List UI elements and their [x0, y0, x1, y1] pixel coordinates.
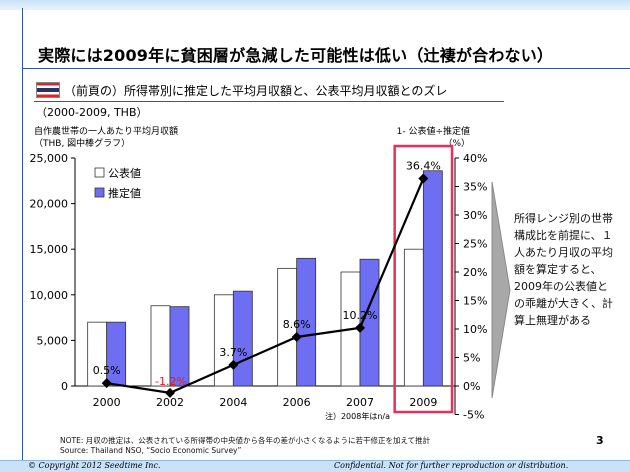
bar-estimated — [296, 257, 317, 387]
bar-estimated — [169, 306, 190, 387]
gap-data-label: 3.7% — [219, 346, 247, 359]
legend-swatch — [94, 167, 105, 178]
slide-title: 実際には2009年に貧困層が急減した可能性は低い（辻褄が合わない） — [38, 46, 554, 65]
left-axis-tick-label: 25,000 — [30, 152, 69, 165]
gap-line — [106, 178, 425, 394]
title-divider — [22, 68, 630, 69]
x-axis-tick-label: 2007 — [346, 396, 374, 409]
chart-period-note: （2000-2009, THB） — [36, 106, 148, 119]
gap-point — [165, 387, 175, 398]
x-axis-tick-label: 2006 — [283, 396, 311, 409]
left-rule — [22, 8, 23, 462]
left-axis-tick-label: 20,000 — [30, 198, 69, 211]
bar-estimated — [359, 258, 380, 387]
callout-text: 所得レンジ別の世帯構成比を前提に、１人あたり月収の平均額を算定すると、2009年… — [514, 212, 613, 327]
chart-subtitle: （前頁の）所得帯別に推定した平均月収額と、公表平均月収額とのズレ — [64, 84, 448, 98]
subtitle-underline — [34, 101, 504, 102]
right-axis-label: 1- 公表値÷推定値 （%） — [390, 126, 470, 150]
footer-bar — [0, 460, 630, 472]
gap-data-label: 36.4% — [406, 160, 441, 173]
footer-confidential: Confidential. Not for further reproducti… — [334, 461, 569, 470]
legend-label: 公表値 — [108, 166, 141, 180]
right-axis-tick-label: 20% — [463, 266, 487, 279]
footnote-2008: 注）2008年はn/a — [325, 411, 390, 421]
gap-point — [355, 322, 365, 333]
gap-point — [291, 331, 302, 342]
left-axis-label-line-2: （THB, 図中棒グラフ） — [34, 139, 131, 149]
gap-data-label: 10.2% — [343, 309, 378, 322]
page-number: 3 — [596, 434, 604, 447]
thailand-flag-icon — [36, 82, 60, 98]
gap-data-label: -1.2% — [155, 375, 187, 388]
top-bar — [0, 0, 630, 10]
right-axis-tick-label: 35% — [463, 181, 487, 194]
x-axis-tick-label: 2009 — [409, 396, 437, 409]
left-axis-tick-label: 15,000 — [30, 243, 69, 256]
note-line-1: NOTE: 月収の推定は、公表されている所得帯の中央値から各年の差が小さくなるよ… — [60, 436, 431, 445]
right-axis-tick-label: 30% — [463, 209, 487, 222]
legend-swatch — [94, 187, 105, 198]
right-axis-label-line-1: 1- 公表値÷推定値 — [396, 127, 470, 137]
left-axis-label-line-1: 自作農世帯の一人あたり平均月収額 — [34, 127, 179, 137]
gap-point — [418, 173, 429, 184]
footer-copyright: © Copyright 2012 Seedtime Inc. — [28, 461, 161, 470]
left-axis-label: 自作農世帯の一人あたり平均月収額 （THB, 図中棒グラフ） — [34, 126, 178, 150]
right-axis-tick-label: -5% — [463, 409, 484, 422]
bar-estimated — [232, 290, 253, 387]
chevron-arrow-icon — [491, 181, 511, 399]
right-axis-label-line-2: （%） — [443, 139, 470, 149]
left-axis-tick-label: 0 — [61, 380, 68, 393]
gap-data-label: 8.6% — [283, 318, 311, 331]
source-line: Source: Thailand NSO, “Socio Economic Su… — [60, 446, 242, 455]
right-axis-tick-label: 5% — [463, 352, 480, 365]
gap-point — [101, 378, 112, 389]
bar-estimated — [422, 170, 443, 387]
bar-published — [403, 248, 424, 387]
note-block: NOTE: 月収の推定は、公表されている所得帯の中央値から各年の差が小さくなるよ… — [60, 436, 430, 456]
left-axis-tick-label: 10,000 — [30, 289, 69, 302]
x-axis-tick-label: 2002 — [156, 396, 184, 409]
gap-point — [228, 359, 239, 370]
highlight-box — [393, 144, 454, 414]
right-axis-tick-label: 25% — [463, 238, 487, 251]
x-axis-tick-label: 2000 — [93, 396, 121, 409]
left-axis-tick-label: 5,000 — [37, 334, 69, 347]
x-axis-tick-label: 2004 — [219, 396, 247, 409]
right-axis-tick-label: 40% — [463, 152, 487, 165]
right-axis-tick-label: 0% — [463, 380, 480, 393]
right-axis-tick-label: 10% — [463, 323, 487, 336]
right-axis-tick-label: 15% — [463, 295, 487, 308]
bar-estimated — [106, 321, 127, 387]
gap-data-label: 0.5% — [93, 364, 121, 377]
legend-label: 推定値 — [108, 186, 141, 200]
